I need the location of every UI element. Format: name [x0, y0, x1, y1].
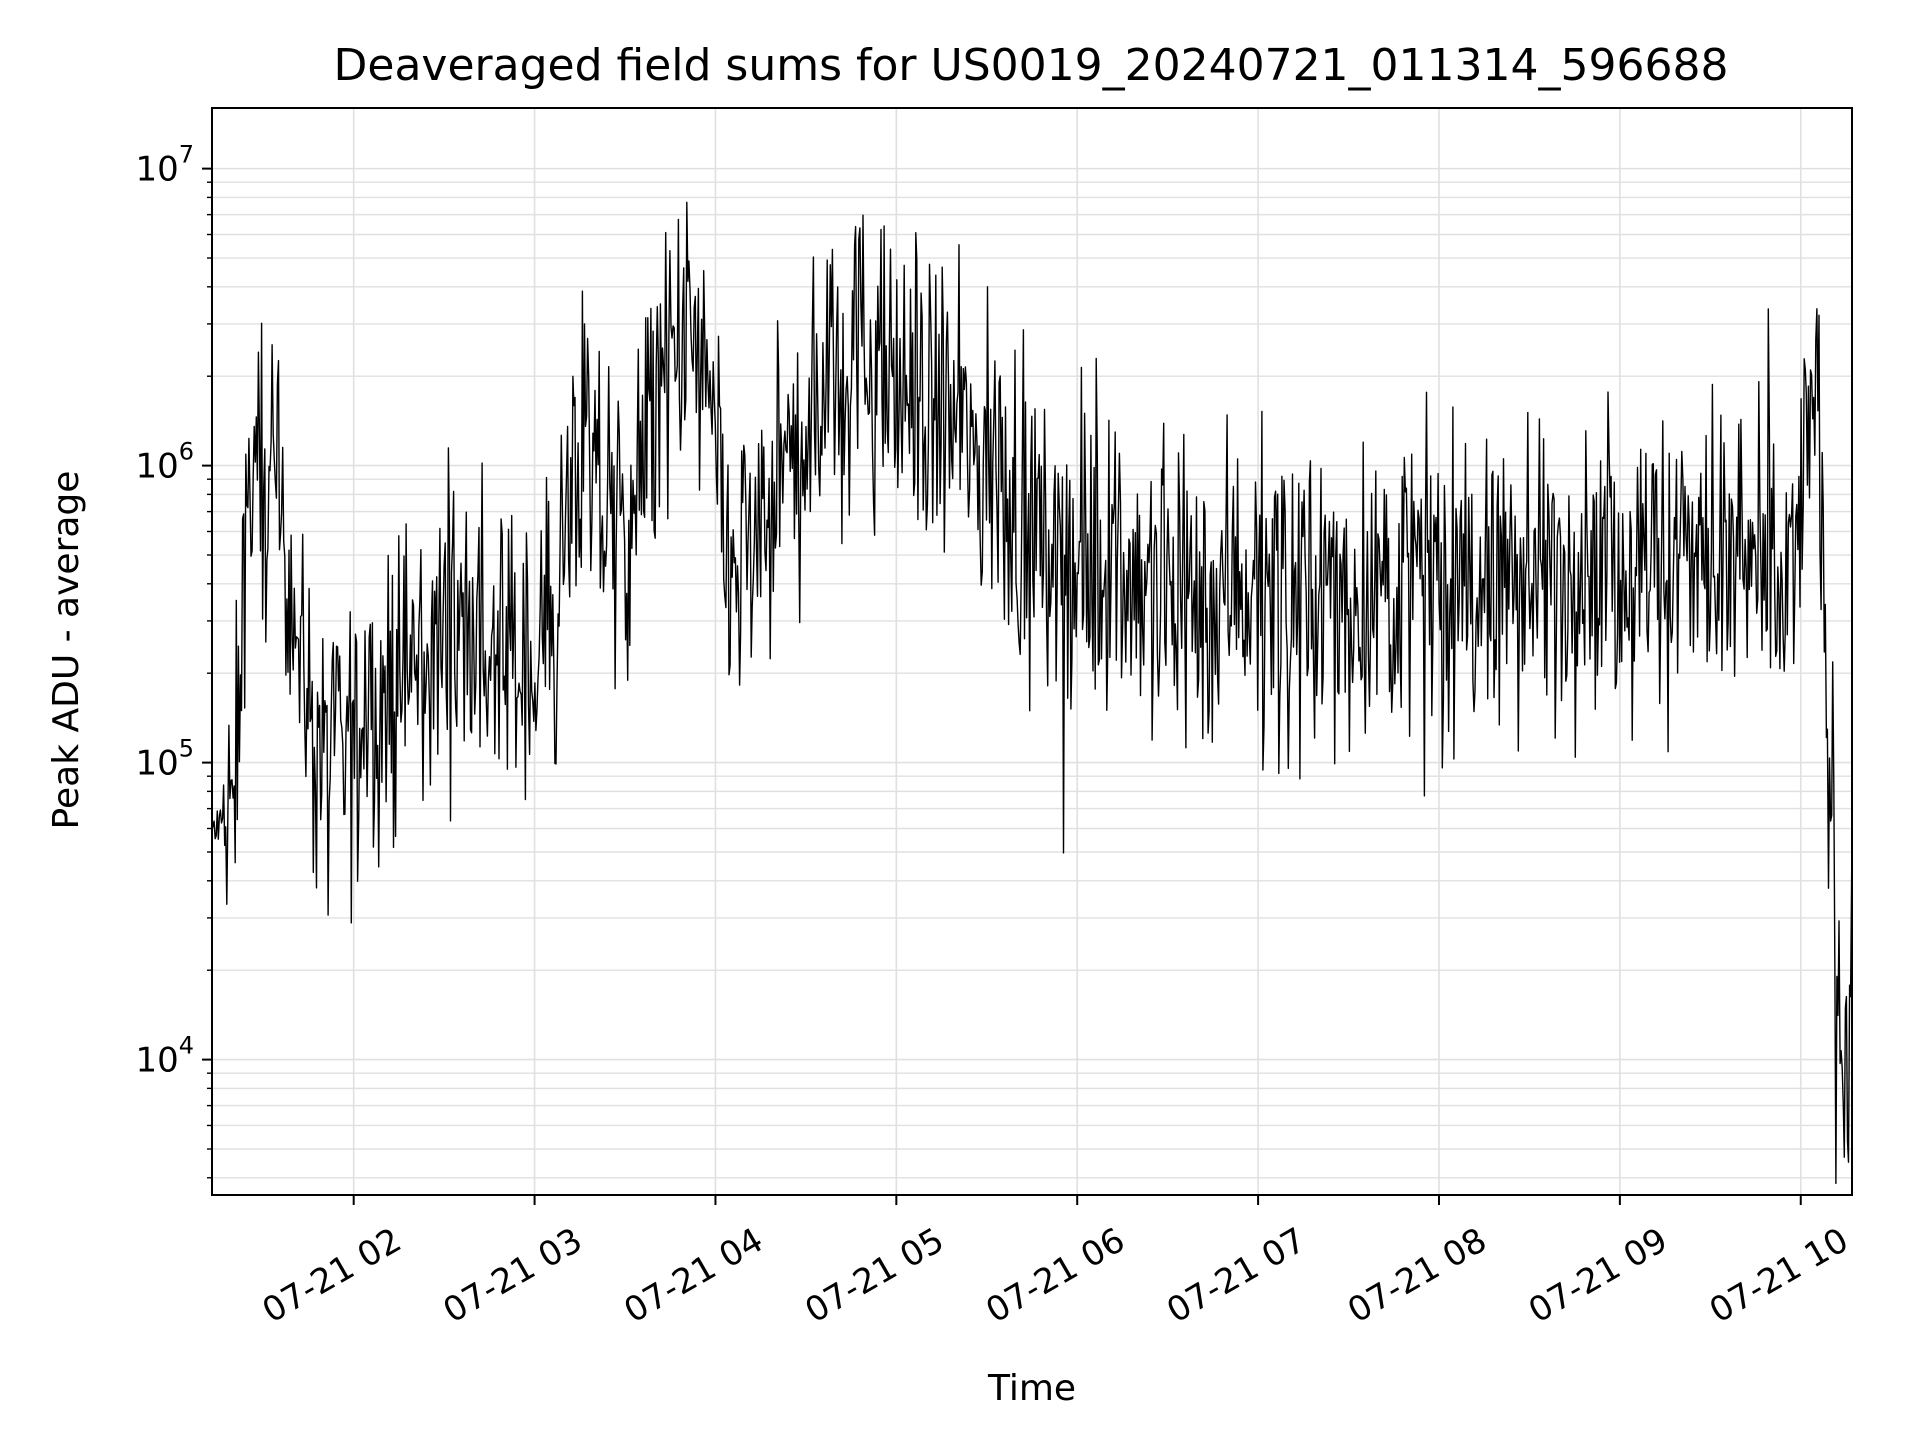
y-tick-label: 104 — [135, 1032, 194, 1081]
y-tick-label: 107 — [135, 141, 194, 190]
y-tick-label: 105 — [135, 735, 194, 784]
y-tick-base: 10 — [135, 744, 178, 784]
chart-title: Deaveraged field sums for US0019_2024072… — [334, 40, 1729, 91]
x-axis-label: Time — [987, 1368, 1076, 1409]
y-tick-base: 10 — [135, 1041, 178, 1081]
plot-frame — [211, 107, 1853, 1196]
y-tick-base: 10 — [135, 447, 178, 487]
y-tick-exponent: 6 — [179, 438, 194, 466]
y-tick-label: 106 — [135, 438, 194, 487]
y-tick-exponent: 4 — [179, 1032, 194, 1060]
y-axis-label: Peak ADU - average — [46, 471, 87, 830]
y-tick-exponent: 5 — [179, 735, 194, 763]
y-tick-exponent: 7 — [179, 141, 194, 169]
series-line — [211, 201, 1853, 1185]
y-tick-base: 10 — [135, 150, 178, 190]
